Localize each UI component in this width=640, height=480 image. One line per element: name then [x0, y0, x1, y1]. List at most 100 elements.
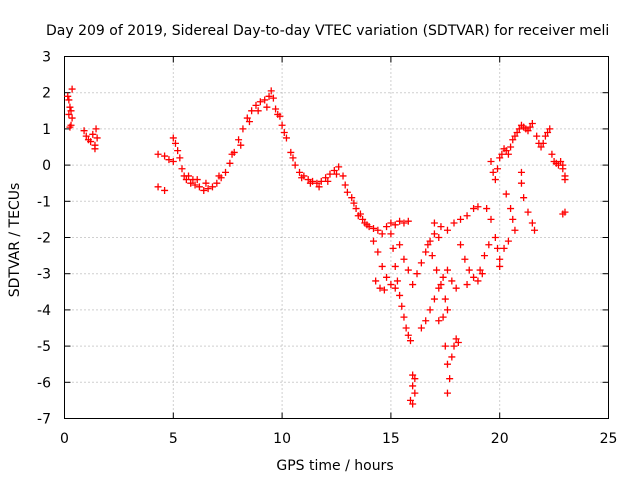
data-point [378, 230, 386, 238]
data-point [548, 150, 556, 158]
data-point [422, 248, 430, 256]
data-point [480, 252, 488, 260]
data-point [389, 244, 397, 252]
data-point [430, 219, 438, 227]
data-point [393, 277, 401, 285]
data-point [435, 317, 443, 325]
y-tick-label: -7 [37, 412, 51, 428]
data-point [474, 277, 482, 285]
data-point [254, 107, 262, 115]
data-point [252, 101, 260, 109]
data-point [485, 241, 493, 249]
data-point [524, 127, 532, 135]
data-point [500, 244, 508, 252]
data-point [441, 295, 449, 303]
data-point [396, 291, 404, 299]
data-point [417, 259, 425, 267]
data-point [443, 306, 451, 314]
x-tick-label: 20 [491, 431, 509, 447]
data-point [369, 224, 377, 232]
data-point [491, 176, 499, 184]
data-point [80, 127, 88, 135]
data-point [443, 266, 451, 274]
data-point [274, 110, 282, 118]
data-point [296, 168, 304, 176]
data-points [64, 85, 569, 408]
data-point [208, 183, 216, 191]
data-point [430, 230, 438, 238]
data-point [443, 360, 451, 368]
data-point [517, 179, 525, 187]
data-point [341, 181, 349, 189]
data-point [326, 170, 334, 178]
x-tick-label: 10 [273, 431, 291, 447]
data-point [496, 255, 504, 263]
data-point [333, 170, 340, 178]
y-tick-label: -5 [37, 339, 51, 355]
data-point [409, 371, 417, 379]
data-point [509, 215, 517, 223]
data-point [372, 277, 380, 285]
data-point [228, 150, 236, 158]
data-point [291, 161, 299, 169]
data-point [435, 284, 443, 292]
data-point [380, 286, 388, 294]
data-point [426, 306, 434, 314]
data-point [404, 217, 412, 225]
data-point [502, 190, 510, 198]
data-point [322, 174, 330, 182]
y-tick-label: 3 [42, 50, 51, 66]
data-point [496, 262, 504, 270]
data-point [226, 159, 234, 167]
data-point [494, 165, 502, 173]
data-point [428, 252, 436, 260]
data-point [470, 205, 478, 213]
data-point [313, 179, 321, 187]
data-point [243, 114, 251, 122]
data-point [502, 147, 510, 155]
data-point [541, 132, 549, 140]
data-point [383, 273, 391, 281]
data-point [256, 98, 264, 106]
data-point [452, 335, 460, 343]
x-tick-label: 0 [60, 431, 69, 447]
data-point [376, 284, 384, 292]
data-point [498, 150, 506, 158]
data-point [187, 179, 195, 187]
data-point [317, 177, 325, 185]
data-point [93, 134, 101, 142]
data-point [161, 186, 169, 194]
data-point [65, 110, 73, 118]
data-point [465, 266, 473, 274]
data-point [439, 273, 447, 281]
data-point [533, 132, 541, 140]
data-point [352, 205, 360, 213]
data-point [461, 255, 469, 263]
data-point [267, 87, 275, 95]
data-point [439, 313, 447, 321]
y-tick-label: -3 [37, 267, 51, 283]
data-point [406, 396, 414, 404]
data-point [269, 94, 277, 102]
data-point [237, 141, 245, 149]
data-point [304, 176, 312, 184]
data-point [437, 281, 445, 289]
data-point [245, 118, 253, 126]
data-point [278, 121, 286, 129]
data-point [387, 219, 395, 227]
data-point [391, 284, 399, 292]
data-point [494, 244, 502, 252]
data-point [178, 165, 186, 173]
data-point [457, 241, 465, 249]
data-point [507, 143, 515, 151]
data-point [430, 295, 438, 303]
data-point [511, 132, 519, 140]
data-point [171, 139, 179, 147]
data-point [491, 234, 499, 241]
data-point [282, 134, 290, 142]
data-point [239, 125, 247, 133]
data-point [154, 150, 162, 158]
data-point [350, 199, 358, 207]
data-point [67, 107, 75, 115]
